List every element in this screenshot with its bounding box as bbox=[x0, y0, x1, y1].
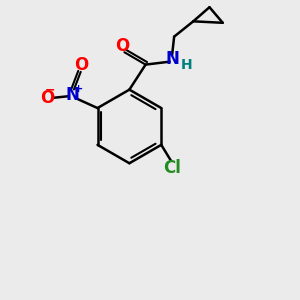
Text: N: N bbox=[65, 86, 80, 104]
Text: H: H bbox=[181, 58, 193, 72]
Text: Cl: Cl bbox=[164, 158, 181, 176]
Text: O: O bbox=[74, 56, 88, 74]
Text: O: O bbox=[40, 89, 54, 107]
Text: N: N bbox=[166, 50, 180, 68]
Text: +: + bbox=[74, 85, 84, 94]
Text: −: − bbox=[45, 84, 55, 97]
Text: O: O bbox=[115, 37, 129, 55]
